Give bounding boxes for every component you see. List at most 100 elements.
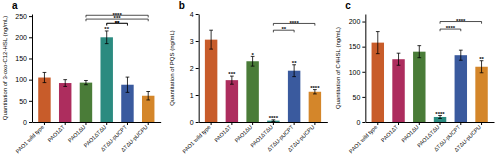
- significance-labels: ******: [435, 56, 484, 117]
- bar: [142, 96, 154, 122]
- error-bar-cap: [63, 79, 67, 80]
- significance-bracket-label: ****: [446, 25, 456, 31]
- x-tick-mark: [377, 122, 378, 125]
- bar: [59, 83, 71, 122]
- bar: [100, 37, 112, 122]
- error-bar-cap: [376, 53, 380, 54]
- y-axis-line: [199, 15, 200, 123]
- significance-labels: **: [104, 26, 109, 32]
- error-bar: [209, 30, 213, 49]
- x-tick: PAO1ΔT: [380, 122, 400, 143]
- error-bar-cap: [251, 66, 255, 67]
- bar: [475, 67, 487, 122]
- y-tick-label: 50: [353, 94, 361, 101]
- x-tick: PAO1ΔU: [400, 122, 420, 144]
- error-bar-cap: [126, 92, 130, 93]
- y-tick-mark: [196, 68, 199, 69]
- y-tick: 250: [15, 13, 32, 20]
- error-bar-cap: [146, 99, 150, 100]
- y-tick: 200: [15, 34, 32, 41]
- error-bar-stem: [419, 46, 420, 58]
- x-tick: ΔTΔU-pUCPU: [286, 122, 315, 153]
- error-bar-stem: [377, 32, 378, 54]
- x-axis-line: [366, 122, 495, 123]
- y-axis-title: Quantitation of C4HSL (ng/mL): [335, 27, 341, 109]
- bar: [38, 78, 50, 122]
- x-axis-line: [33, 122, 162, 123]
- bar: [309, 92, 321, 122]
- error-bar-cap: [480, 72, 484, 73]
- significance-brackets: ********: [440, 18, 482, 32]
- x-tick-mark: [252, 122, 253, 125]
- significance-label: **: [292, 60, 297, 66]
- x-tick-mark: [294, 122, 295, 125]
- significance-bracket-label: ****: [456, 18, 466, 24]
- x-tick-mark: [481, 122, 482, 125]
- error-bar: [417, 46, 421, 58]
- error-bar-cap: [43, 82, 47, 83]
- x-axis: PAO1 wild typePAO1ΔTPAO1ΔUPAO1ΔTΔUΔTΔU-p…: [14, 122, 161, 154]
- y-tick-mark: [29, 122, 32, 123]
- x-tick: ΔTΔU-pUCPU: [120, 122, 149, 153]
- x-tick-mark: [148, 122, 149, 125]
- x-tick-mark: [211, 122, 212, 125]
- x-axis: PAO1 wild typePAO1ΔTPAO1ΔUPAO1ΔTΔUΔTΔU-p…: [181, 122, 328, 154]
- x-tick-mark: [127, 122, 128, 125]
- y-tick-mark: [362, 72, 365, 73]
- significance-label: **: [104, 26, 109, 32]
- x-tick: PAO1 wild type: [348, 122, 379, 154]
- error-bar-stem: [85, 80, 86, 84]
- x-tick: ΔTΔU-pUCPU: [453, 122, 482, 153]
- bar: [205, 40, 217, 122]
- error-bar-cap: [417, 57, 421, 58]
- y-tick-label: 0: [356, 119, 360, 126]
- x-tick-label: PAO1ΔU: [400, 124, 420, 144]
- x-tick-label: ΔTΔU-pUCPU: [120, 124, 149, 153]
- panel: 050100150200PAO1 wild typePAO1ΔTPAO1ΔUPA…: [335, 0, 494, 154]
- error-bar-stem: [252, 56, 253, 66]
- x-axis-line: [199, 122, 328, 123]
- significance-bracket-label: **: [281, 26, 286, 32]
- bar: [413, 52, 425, 122]
- error-bar-stem: [398, 53, 399, 65]
- x-tick: PAO1ΔT: [213, 122, 233, 143]
- y-tick-label: 2: [190, 65, 194, 72]
- y-tick-label: 4: [190, 11, 194, 18]
- error-bar-stem: [231, 76, 232, 84]
- y-axis-line: [32, 15, 33, 123]
- significance-label: ****: [269, 115, 279, 121]
- x-tick-mark: [106, 122, 107, 125]
- error-bar-stem: [460, 50, 461, 60]
- y-tick-mark: [29, 80, 32, 81]
- error-bar-stem: [44, 72, 45, 82]
- error-bar-cap: [376, 31, 380, 32]
- significance-brackets: ******: [273, 20, 315, 33]
- significance-label: **: [479, 56, 484, 62]
- significance-brackets: ***********: [86, 12, 148, 26]
- error-bar-cap: [230, 84, 234, 85]
- marks: [205, 30, 321, 122]
- y-axis: 01234: [190, 11, 199, 126]
- x-tick-mark: [398, 122, 399, 125]
- error-bar: [480, 61, 484, 73]
- error-bar-cap: [397, 53, 401, 54]
- panel: 01234PAO1 wild typePAO1ΔTPAO1ΔUPAO1ΔTΔUΔ…: [169, 0, 328, 154]
- error-bar-cap: [397, 65, 401, 66]
- error-bar-stem: [127, 77, 128, 92]
- x-tick-mark: [85, 122, 86, 125]
- bar: [80, 83, 92, 122]
- error-bar-cap: [438, 118, 442, 119]
- error-bar: [43, 72, 47, 82]
- significance-label: ***: [228, 71, 236, 77]
- error-bar-cap: [105, 43, 109, 44]
- y-tick-mark: [362, 122, 365, 123]
- y-tick-mark: [196, 41, 199, 42]
- y-axis: 050100150200250: [15, 13, 32, 126]
- x-tick-mark: [44, 122, 45, 125]
- error-bar: [126, 77, 130, 92]
- y-tick-mark: [29, 101, 32, 102]
- y-tick: 100: [349, 69, 366, 76]
- y-tick-label: 200: [15, 34, 27, 41]
- y-axis: 050100150200: [349, 15, 366, 126]
- error-bar-cap: [272, 121, 276, 122]
